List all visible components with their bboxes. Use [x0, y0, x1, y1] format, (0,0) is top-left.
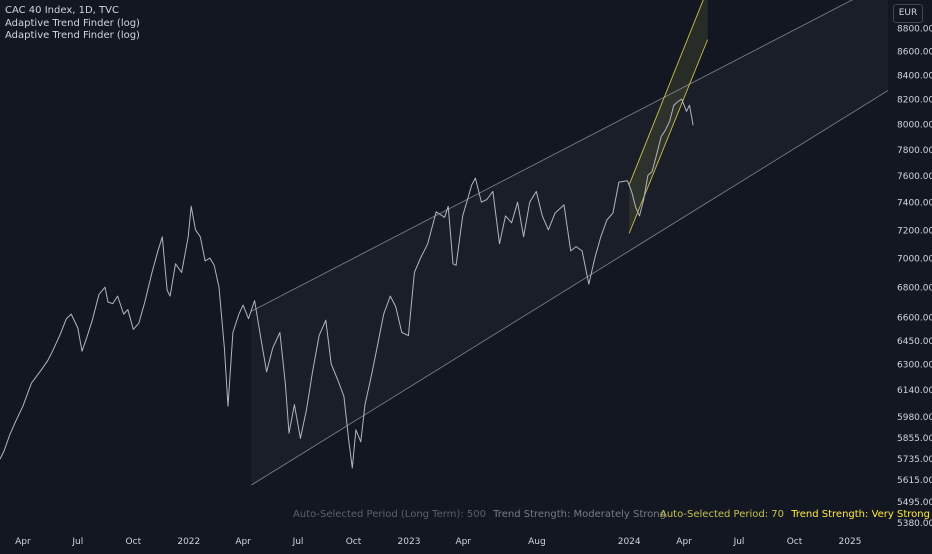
x-tick-label: Apr	[676, 537, 692, 547]
y-tick-label: 6450.00	[897, 337, 932, 347]
indicator-title-1[interactable]: Adaptive Trend Finder (log)	[5, 17, 140, 29]
y-tick-label: 6300.00	[897, 360, 932, 370]
x-tick-label: Aug	[528, 537, 546, 547]
y-tick-label: 8800.00	[897, 25, 932, 35]
indicator-title-2[interactable]: Adaptive Trend Finder (log)	[5, 30, 140, 41]
y-tick-label: 8000.00	[897, 120, 932, 130]
y-tick-label: 7200.00	[897, 226, 932, 236]
x-tick-label: Oct	[787, 537, 803, 547]
x-tick-label: Apr	[456, 537, 472, 547]
y-tick-label: 5855.00	[897, 434, 932, 444]
y-tick-label: 5380.00	[897, 519, 932, 529]
x-tick-label: 2022	[177, 537, 200, 547]
y-tick-label: 5735.00	[897, 455, 932, 465]
y-tick-label: 8400.00	[897, 71, 932, 81]
long-period-label: Auto-Selected Period (Long Term):	[293, 509, 464, 520]
y-tick-label: 5495.00	[897, 498, 932, 508]
channel-lower-short	[628, 39, 709, 234]
long-period-value: 500	[466, 509, 486, 520]
x-tick-label: Oct	[126, 537, 142, 547]
x-tick-label: 2024	[618, 537, 641, 547]
long-strength-value: Moderately Strong	[573, 509, 666, 520]
y-tick-label: 6600.00	[897, 314, 932, 324]
y-tick-label: 7000.00	[897, 255, 932, 265]
time-scale[interactable]	[0, 530, 888, 550]
short-term-info: Auto-Selected Period: 70 Trend Strength:…	[660, 509, 930, 520]
currency-button[interactable]: EUR	[893, 4, 923, 23]
y-tick-label: 6140.00	[897, 386, 932, 396]
x-tick-label: Apr	[235, 537, 251, 547]
y-tick-label: 6800.00	[897, 284, 932, 294]
x-tick-label: Jul	[292, 537, 304, 547]
short-period-label: Auto-Selected Period:	[660, 509, 769, 520]
chart-legend: CAC 40 Index, 1D, TVC Adaptive Trend Fin…	[5, 5, 140, 43]
x-tick-label: 2023	[398, 537, 421, 547]
long-term-info: Auto-Selected Period (Long Term): 500 Tr…	[293, 509, 666, 520]
y-tick-label: 8200.00	[897, 96, 932, 106]
price-series-line	[0, 98, 694, 469]
x-tick-label: 2025	[839, 537, 862, 547]
short-period-value: 70	[771, 509, 785, 520]
y-tick-label: 5980.00	[897, 413, 932, 423]
price-scale[interactable]	[888, 0, 932, 550]
channel-upper-long	[251, 0, 853, 312]
x-tick-label: Oct	[346, 537, 362, 547]
x-tick-label: Jul	[733, 537, 745, 547]
y-tick-label: 7400.00	[897, 199, 932, 209]
long-strength-label: Trend Strength:	[493, 509, 571, 520]
channel-upper-short	[628, 0, 704, 185]
symbol-title[interactable]: CAC 40 Index, 1D, TVC	[5, 5, 119, 16]
short-strength-label: Trend Strength:	[791, 509, 869, 520]
x-tick-label: Jul	[71, 537, 83, 547]
short-strength-value: Very Strong	[871, 509, 930, 520]
x-tick-label: Apr	[15, 537, 31, 547]
channel-lower-long	[251, 90, 889, 486]
y-tick-label: 7800.00	[897, 146, 932, 156]
y-tick-label: 8600.00	[897, 48, 932, 58]
y-tick-label: 5615.00	[897, 476, 932, 486]
y-tick-label: 7600.00	[897, 172, 932, 182]
